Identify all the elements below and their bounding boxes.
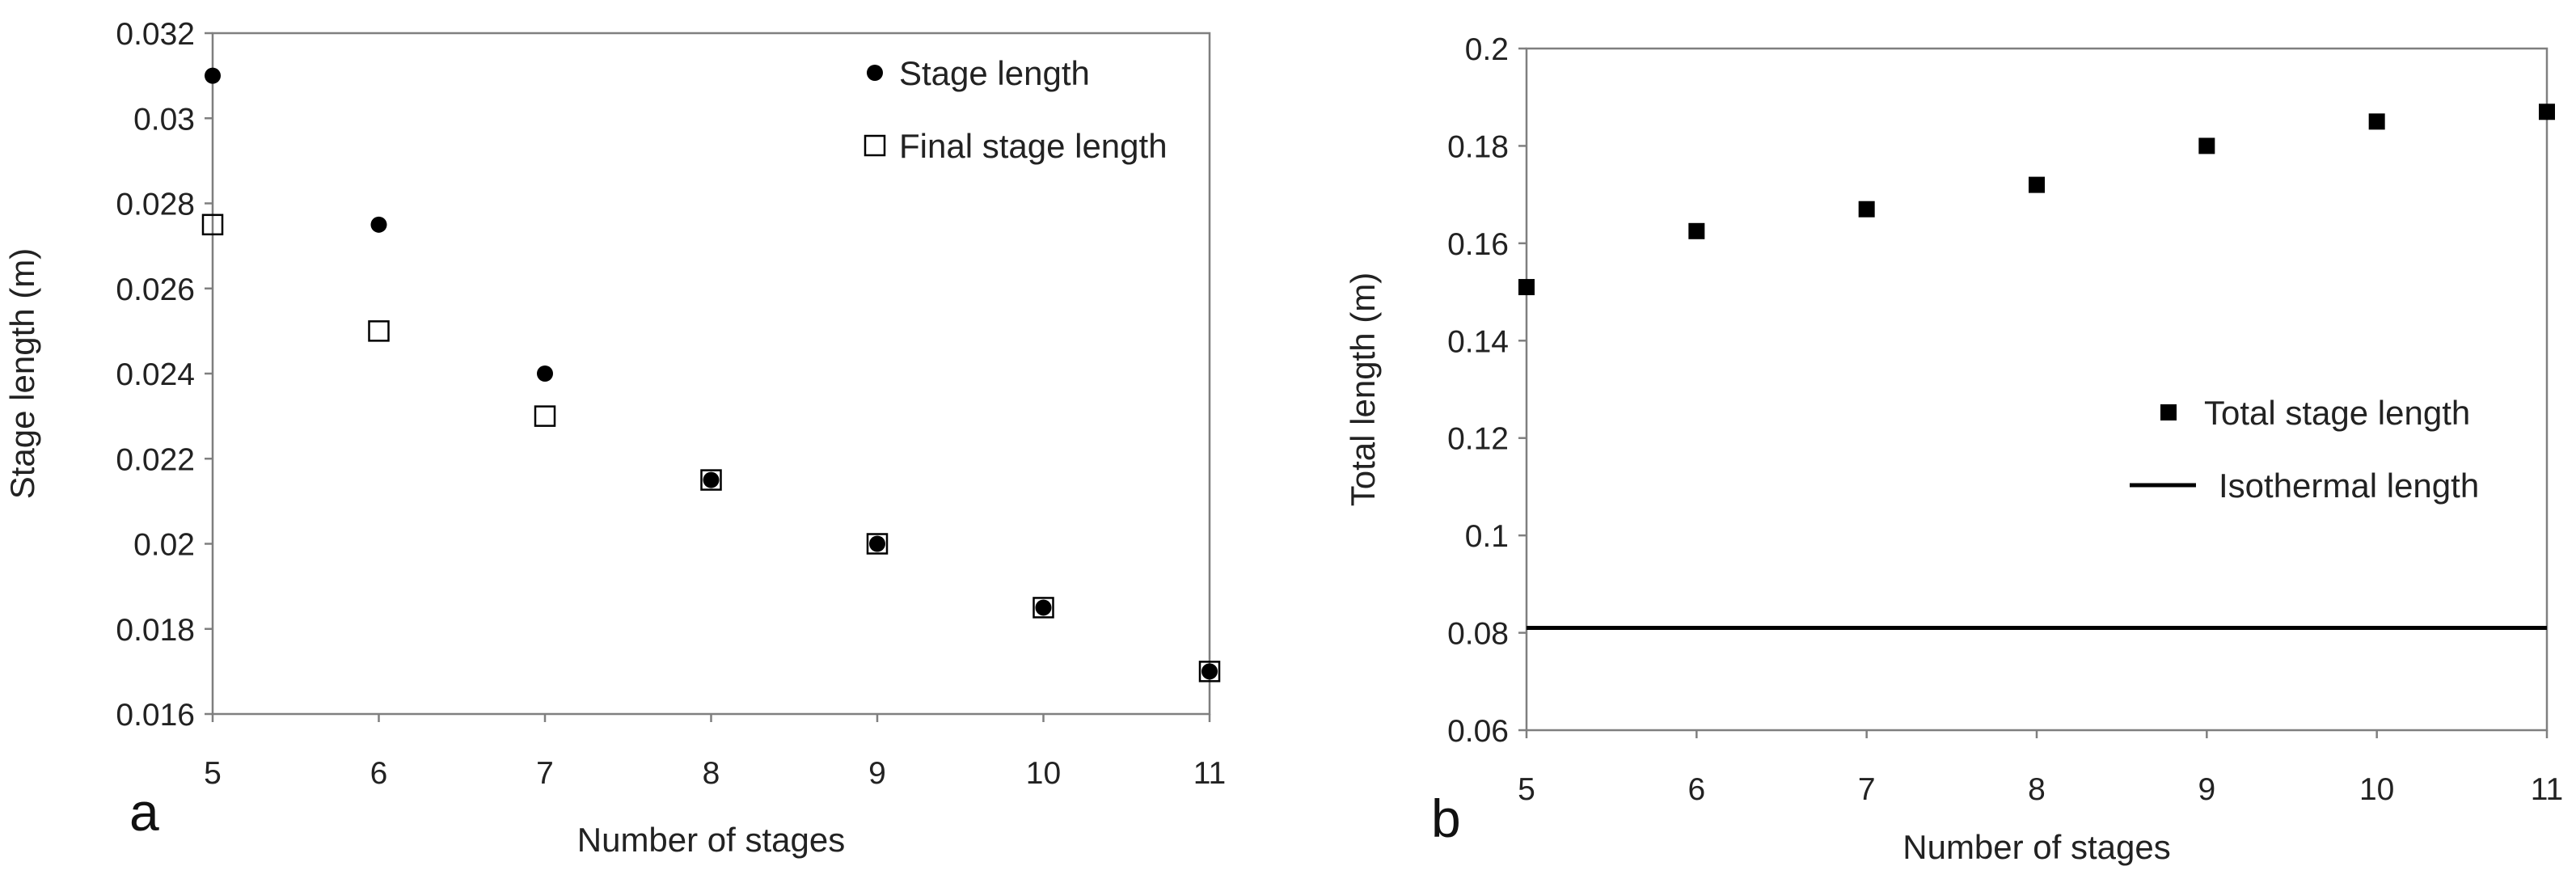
- data-point-filled-circle: [537, 365, 553, 382]
- legend-entry-label: Final stage length: [899, 127, 1168, 165]
- x-tick-label: 11: [2531, 772, 2564, 807]
- data-point-filled-square: [2029, 176, 2045, 193]
- legend-entry-label: Isothermal length: [2219, 467, 2479, 505]
- data-point-open-square: [866, 533, 889, 555]
- data-point-filled-square: [1518, 279, 1535, 296]
- y-tick-label: 0.024: [116, 357, 195, 392]
- y-tick-label: 0.12: [1447, 422, 1509, 457]
- data-point-filled-circle: [703, 471, 720, 488]
- data-point-filled-square: [1858, 201, 1875, 218]
- x-tick-label: 8: [703, 756, 720, 791]
- y-tick-label: 0.16: [1447, 227, 1509, 262]
- x-tick-label: 10: [1026, 756, 1061, 791]
- data-point-open-square: [700, 469, 722, 491]
- y-tick-label: 0.026: [116, 273, 195, 307]
- data-point-open-square: [201, 213, 224, 236]
- legend-marker: [2160, 404, 2177, 420]
- y-tick-label: 0.018: [116, 613, 195, 648]
- y-tick-label: 0.18: [1447, 129, 1509, 164]
- y-tick-label: 0.06: [1447, 714, 1509, 749]
- legend-marker: [864, 134, 886, 157]
- y-tick-label: 0.2: [1465, 32, 1509, 67]
- x-axis-label: Number of stages: [1902, 828, 2171, 866]
- data-point-open-square: [368, 320, 390, 342]
- y-tick-label: 0.08: [1447, 617, 1509, 652]
- y-tick-label: 0.032: [116, 17, 195, 52]
- y-axis-label: Stage length (m): [3, 248, 41, 500]
- x-tick-label: 6: [370, 756, 388, 791]
- legend-marker: [867, 65, 883, 81]
- legend-entry-label: Total stage length: [2204, 394, 2470, 432]
- x-tick-label: 6: [1687, 772, 1705, 807]
- data-point-filled-circle: [205, 67, 221, 84]
- x-tick-label: 7: [536, 756, 554, 791]
- data-point-filled-square: [1688, 222, 1705, 239]
- data-point-filled-circle: [869, 535, 885, 552]
- data-point-filled-square: [2368, 113, 2385, 130]
- x-axis-label: Number of stages: [577, 821, 846, 859]
- y-tick-label: 0.022: [116, 442, 195, 477]
- x-tick-label: 8: [2028, 772, 2046, 807]
- y-tick-label: 0.14: [1447, 324, 1509, 359]
- y-tick-label: 0.016: [116, 698, 195, 733]
- y-tick-label: 0.028: [116, 188, 195, 222]
- data-point-filled-square: [2539, 104, 2555, 120]
- data-point-filled-square: [2198, 137, 2215, 154]
- data-point-filled-circle: [370, 216, 387, 233]
- data-point-filled-circle: [1201, 663, 1218, 680]
- data-point-open-square: [1033, 597, 1054, 619]
- y-tick-label: 0.1: [1465, 519, 1509, 554]
- x-tick-label: 9: [868, 756, 886, 791]
- legend-entry-label: Stage length: [899, 54, 1090, 92]
- panel-label: b: [1431, 788, 1461, 848]
- y-axis-label: Total length (m): [1344, 273, 1382, 506]
- y-tick-label: 0.03: [133, 102, 195, 137]
- data-point-open-square: [1198, 661, 1221, 682]
- x-tick-label: 11: [1193, 756, 1227, 791]
- x-tick-label: 5: [1518, 772, 1535, 807]
- data-point-filled-circle: [1035, 599, 1052, 616]
- x-tick-label: 9: [2198, 772, 2215, 807]
- x-tick-label: 10: [2359, 772, 2394, 807]
- panel-label: a: [129, 782, 159, 842]
- y-tick-label: 0.02: [133, 528, 195, 563]
- x-tick-label: 5: [204, 756, 222, 791]
- data-point-open-square: [534, 405, 556, 427]
- x-tick-label: 7: [1858, 772, 1876, 807]
